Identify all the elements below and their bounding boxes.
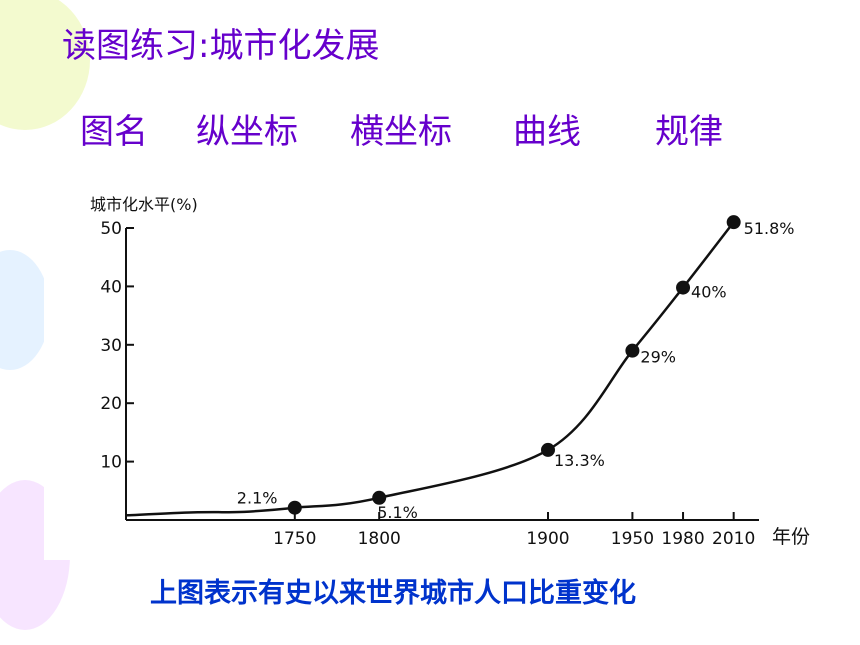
y-tick-label: 20 xyxy=(100,394,122,414)
chart-panel: 城市化水平(%) 年份 10 20 30 40 50 1750 1800 1900 1950 19… xyxy=(44,180,852,560)
x-tick-label: 2010 xyxy=(712,529,755,549)
y-tick-label: 50 xyxy=(100,219,122,239)
x-axis-label: 年份 xyxy=(772,526,810,548)
x-tick-label: 1950 xyxy=(611,529,654,549)
x-tick-label: 1900 xyxy=(526,529,569,549)
data-point xyxy=(541,442,555,457)
data-label: 13.3% xyxy=(554,451,605,470)
data-point xyxy=(372,490,387,505)
data-point xyxy=(625,343,640,358)
y-tick-label: 30 xyxy=(100,336,122,356)
data-label: 2.1% xyxy=(237,489,278,508)
data-label: 29% xyxy=(640,348,676,367)
data-point xyxy=(676,280,691,295)
data-label: 40% xyxy=(691,283,727,302)
chart-caption: 上图表示有史以来世界城市人口比重变化 xyxy=(150,578,636,609)
series-line xyxy=(125,221,735,517)
keyword-curve: 曲线 xyxy=(513,112,581,152)
urbanization-chart: 城市化水平(%) 年份 10 20 30 40 50 1750 1800 1900 1950 19… xyxy=(90,195,810,549)
y-tick-label: 10 xyxy=(100,453,122,473)
data-point xyxy=(287,500,302,515)
y-axis-label: 城市化水平(%) xyxy=(90,195,198,214)
x-tick-label: 1800 xyxy=(358,529,401,549)
data-label: 51.8% xyxy=(744,219,795,238)
x-tick-label: 1750 xyxy=(273,529,316,549)
keyword-row: 图名 纵坐标 横坐标 曲线 规律 xyxy=(0,104,860,154)
x-tick-label: 1980 xyxy=(661,529,704,549)
keyword-x-axis: 横坐标 xyxy=(350,112,452,152)
data-point xyxy=(726,215,741,230)
y-tick-label: 40 xyxy=(100,277,122,297)
keyword-title: 图名 xyxy=(80,112,148,152)
keyword-y-axis: 纵坐标 xyxy=(196,112,298,152)
keyword-pattern: 规律 xyxy=(655,112,723,152)
slide-title: 读图练习:城市化发展 xyxy=(62,26,380,66)
decorative-balloon xyxy=(0,250,50,370)
data-label: 5.1% xyxy=(377,503,418,522)
